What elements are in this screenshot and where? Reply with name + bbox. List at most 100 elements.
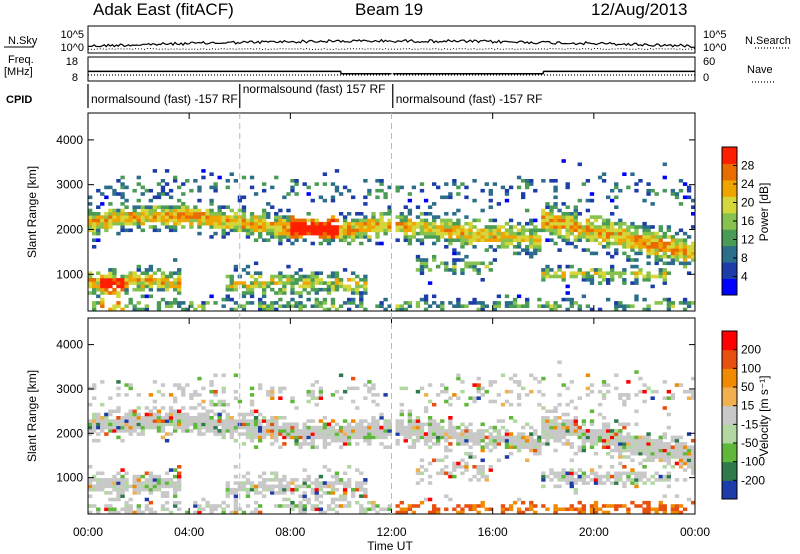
cell [160,284,166,289]
cell [298,231,303,236]
cell [197,304,202,308]
cell [274,438,279,443]
cell [96,212,101,216]
cell [589,281,595,285]
cell [666,478,672,482]
cell [642,500,647,505]
cell [185,218,190,223]
cell [395,185,400,190]
cell [189,301,194,305]
cell [440,235,445,239]
cell [338,481,344,485]
cell [614,481,619,485]
cell [201,422,206,427]
cell [545,221,550,226]
cell [164,208,170,213]
cell [375,179,380,183]
cell [173,409,178,414]
cell [537,435,542,440]
cell [606,438,611,443]
cell [92,215,97,219]
cell [298,268,303,272]
cell [468,451,473,456]
cell [666,301,672,305]
cell [213,425,218,430]
cell [282,435,287,440]
cell [92,281,97,285]
cell [302,432,307,436]
cell [626,225,631,229]
cell [626,241,631,246]
cell [322,510,328,515]
cell [92,228,97,233]
cell [168,478,174,482]
cell [553,416,558,420]
cell [221,435,226,440]
cell [432,235,437,239]
cell [136,425,141,430]
cell [419,258,425,262]
cell [164,221,170,226]
cell [573,491,578,495]
cell [92,419,97,423]
cell [310,389,315,394]
cell [367,429,372,433]
cell [403,205,408,209]
cell [152,406,158,410]
cell [88,487,93,492]
cell [658,442,663,446]
cell [270,274,275,279]
cell [112,497,117,502]
cell [108,478,113,482]
cell [124,425,129,430]
cell [427,445,433,449]
cell [569,432,574,436]
cell [618,271,623,275]
cell [411,225,417,229]
cell [306,419,311,423]
cell [440,195,445,200]
cell [298,445,303,449]
cell [241,487,247,492]
cell [569,228,574,233]
cell [241,474,247,479]
cell [387,504,392,508]
cell [96,412,101,417]
cell [92,218,97,223]
cell [278,215,283,219]
cell [270,478,275,482]
cell [601,380,607,384]
cell [302,182,307,186]
cell [674,504,680,508]
cell [355,274,360,279]
cell [128,278,133,282]
cell [270,396,275,400]
cell [411,228,417,233]
cell [209,419,214,423]
cell [654,192,659,196]
cell [120,281,125,285]
freq-tick-bottom: 8 [72,72,78,84]
cell [476,468,481,472]
cell [622,393,627,397]
cell [553,304,558,308]
cell [181,202,186,206]
cell [593,225,599,229]
cell [160,422,166,427]
colorbar-tick: 28 [741,159,755,173]
cell [359,504,364,508]
cell [156,301,162,305]
cell [314,225,319,229]
cell [642,278,647,282]
cell [610,268,615,272]
cell [88,478,93,482]
cell [302,481,307,485]
cell [375,435,380,440]
cell [541,274,546,279]
cell [440,261,445,266]
cell [302,438,307,443]
cell [444,455,449,459]
cell [662,274,667,279]
cell [302,278,307,282]
cell [642,442,647,446]
